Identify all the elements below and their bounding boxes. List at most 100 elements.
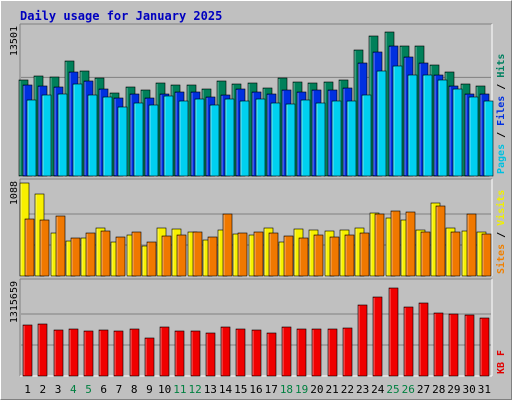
x-tick-label: 26: [402, 383, 415, 396]
bar-sites-day-4: [70, 237, 81, 277]
x-tick-label: 20: [310, 383, 323, 396]
chart-title: Daily usage for January 2025: [20, 9, 222, 23]
x-tick-label: 28: [432, 383, 445, 396]
bar-kb-f-day-14: [220, 326, 231, 377]
bar-kb-f-day-25: [388, 287, 399, 377]
bar-kb-f-day-16: [251, 329, 262, 377]
bar-pages-day-17: [270, 102, 281, 177]
bar-sites-day-3: [55, 215, 66, 277]
x-tick-label: 12: [188, 383, 201, 396]
bar-pages-day-15: [239, 100, 250, 177]
bar-kb-f-day-31: [479, 317, 490, 377]
x-tick-label: 4: [70, 383, 77, 396]
legend: Pages / Files / Hits: [495, 54, 507, 174]
bar-pages-day-24: [376, 70, 387, 177]
bar-pages-day-31: [483, 100, 494, 177]
bar-pages-day-9: [148, 104, 159, 177]
bar-sites-day-11: [176, 234, 187, 277]
bar-kb-f-day-26: [403, 306, 414, 377]
x-tick-label: 29: [447, 383, 460, 396]
panel-visits-sites: 1088 Sites / Visits: [9, 178, 507, 277]
bar-sites-day-29: [450, 231, 461, 277]
legend-part: Files: [495, 96, 507, 126]
bar-pages-day-22: [346, 100, 357, 177]
bar-pages-day-8: [133, 102, 144, 177]
bar-sites-day-24: [374, 213, 385, 277]
x-tick-label: 14: [219, 383, 233, 396]
bar-kb-f-day-20: [311, 328, 322, 377]
bar-pages-day-10: [163, 95, 174, 177]
bar-sites-day-13: [207, 236, 218, 277]
panel-hits-files-pages: 13501 Pages / Files / Hits: [9, 23, 507, 177]
bar-kb-f-day-18: [281, 326, 292, 377]
legend-part: Visits: [495, 190, 507, 226]
bar-kb-f-day-7: [113, 330, 124, 377]
bar-sites-day-22: [344, 234, 355, 277]
bar-kb-f-day-6: [98, 329, 109, 377]
bar-pages-day-7: [117, 106, 128, 177]
bar-sites-day-27: [420, 231, 431, 277]
series-kb-f: [22, 287, 490, 377]
x-tick-label: 23: [356, 383, 369, 396]
x-tick-label: 24: [371, 383, 385, 396]
bar-sites-day-12: [192, 231, 203, 277]
x-tick-label: 19: [295, 383, 308, 396]
x-tick-label: 7: [116, 383, 123, 396]
bar-pages-day-18: [285, 103, 296, 177]
bar-kb-f-day-4: [68, 328, 79, 377]
legend-part: KB F: [496, 350, 507, 374]
legend-part: Pages: [496, 144, 507, 174]
x-tick-label: 27: [417, 383, 430, 396]
bar-pages-day-1: [26, 99, 37, 177]
legend-part: /: [496, 78, 507, 96]
bar-sites-day-26: [405, 211, 416, 277]
bar-pages-day-26: [407, 74, 418, 177]
x-tick-label: 16: [249, 383, 262, 396]
bar-sites-day-25: [390, 210, 401, 277]
bar-sites-day-17: [268, 232, 279, 277]
bar-kb-f-day-27: [418, 302, 429, 377]
x-tick-label: 10: [158, 383, 171, 396]
bar-pages-day-30: [468, 96, 479, 177]
legend-part: /: [496, 226, 507, 244]
series-pages: [26, 65, 494, 177]
x-tick-label: 25: [386, 383, 399, 396]
legend-part: Hits: [495, 54, 507, 78]
bar-kb-f-day-24: [372, 296, 383, 377]
bar-kb-f-day-8: [129, 328, 140, 377]
x-tick-label: 21: [326, 383, 339, 396]
x-tick-label: 9: [146, 383, 153, 396]
x-tick-label: 6: [100, 383, 107, 396]
bar-sites-day-16: [253, 231, 264, 277]
x-tick-label: 15: [234, 383, 247, 396]
bar-pages-day-20: [315, 102, 326, 177]
x-tick-label: 17: [265, 383, 278, 396]
bar-sites-day-14: [222, 213, 233, 277]
x-tick-label: 5: [85, 383, 92, 396]
max-label: 13501: [9, 26, 20, 56]
bar-kb-f-day-15: [235, 328, 246, 377]
max-label: 1088: [9, 181, 20, 205]
bar-sites-day-2: [39, 219, 50, 277]
bar-pages-day-25: [392, 65, 403, 177]
bar-pages-day-3: [57, 93, 68, 177]
series-visits: [19, 182, 487, 277]
bar-kb-f-day-12: [190, 330, 201, 377]
bar-pages-day-5: [87, 94, 98, 177]
bar-pages-day-2: [41, 94, 52, 177]
bar-pages-day-21: [331, 100, 342, 177]
bar-pages-day-11: [178, 100, 189, 177]
x-tick-label: 3: [55, 383, 62, 396]
x-tick-label: 2: [40, 383, 47, 396]
bar-kb-f-day-1: [22, 324, 33, 377]
bar-kb-f-day-28: [433, 312, 444, 377]
bar-pages-day-12: [194, 98, 205, 177]
bar-kb-f-day-3: [53, 329, 64, 377]
legend: KB F: [496, 350, 507, 374]
bar-kb-f-day-17: [266, 332, 277, 377]
x-tick-label: 13: [204, 383, 217, 396]
bar-kb-f-day-10: [159, 326, 170, 377]
bar-sites-day-6: [100, 230, 111, 277]
bar-kb-f-day-9: [144, 337, 155, 377]
bar-pages-day-14: [224, 98, 235, 177]
